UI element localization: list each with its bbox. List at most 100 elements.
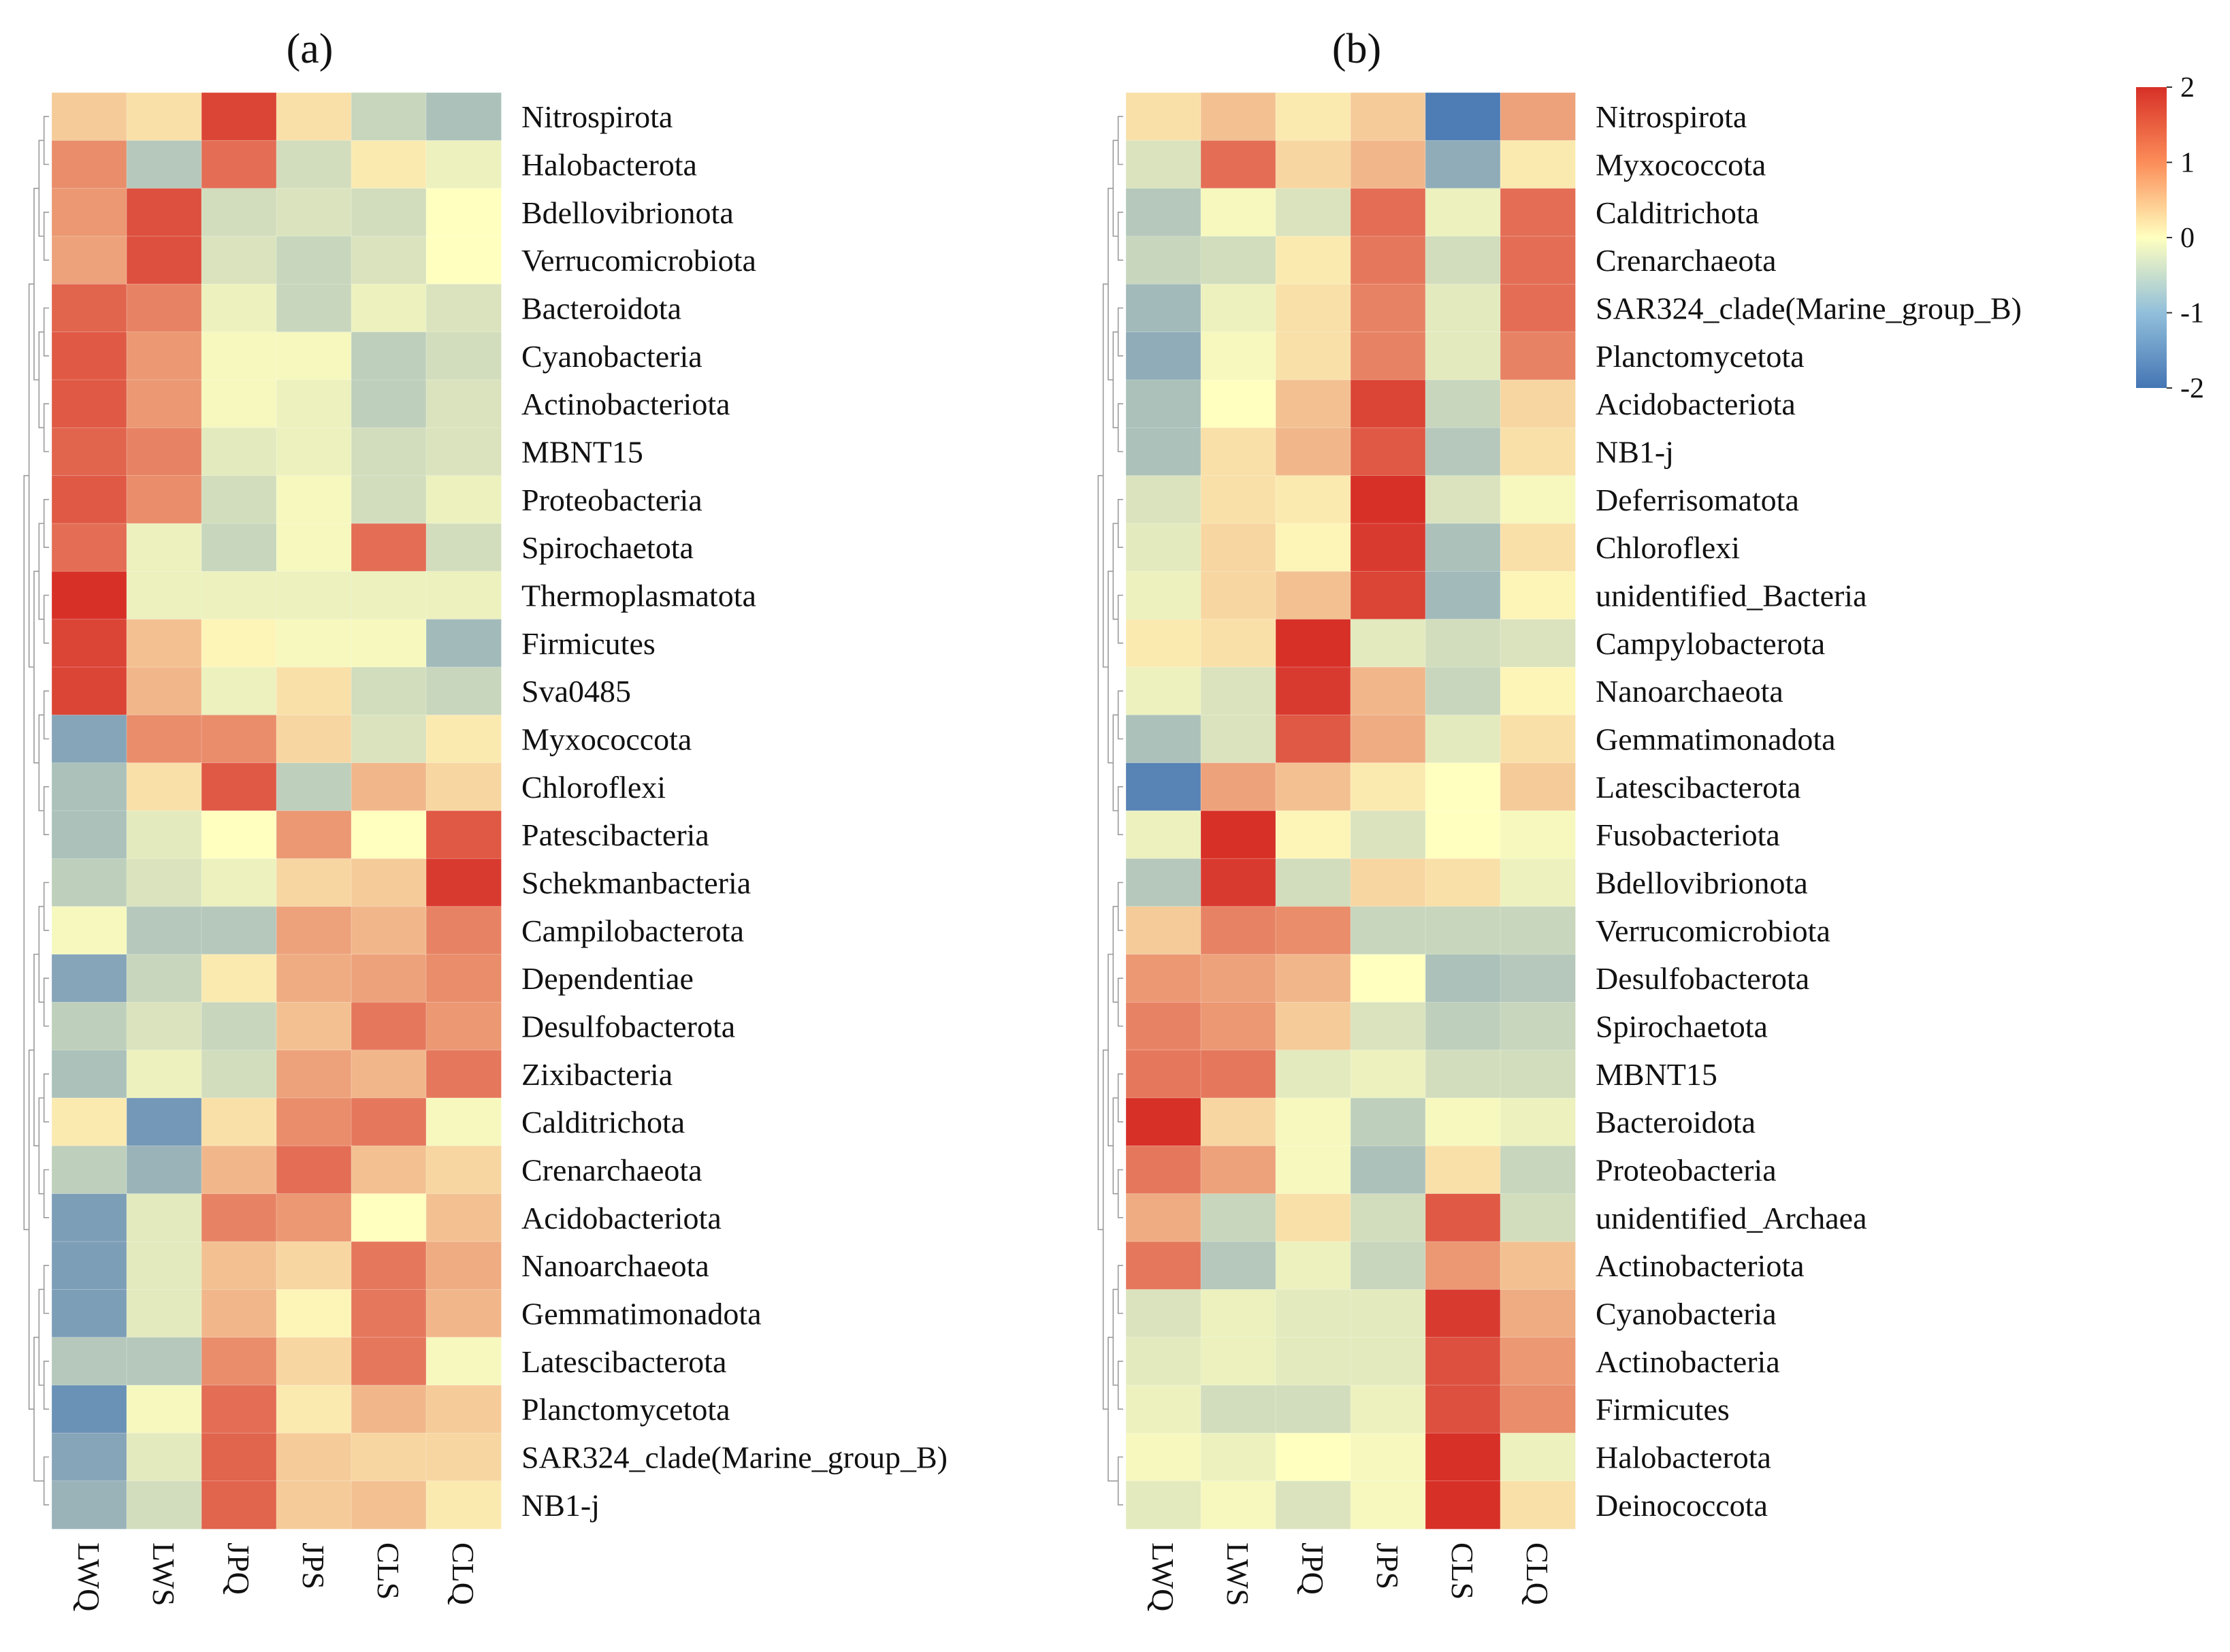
row-label: Verrucomicrobiota <box>1596 913 1830 948</box>
heatmap-cell <box>1200 714 1276 764</box>
heatmap-cell <box>201 1384 277 1434</box>
heatmap-cell <box>1200 1050 1276 1099</box>
heatmap-cell <box>276 92 352 142</box>
heatmap-cell <box>126 331 202 380</box>
heatmap-cell <box>1425 1289 1501 1338</box>
heatmap-cell <box>1200 1001 1276 1051</box>
row-label: SAR324_clade(Marine_group_B) <box>521 1440 948 1475</box>
heatmap-cell <box>1125 858 1201 907</box>
heatmap-cell <box>276 1384 352 1434</box>
dendrogram-branch <box>1102 283 1108 668</box>
heatmap-cell <box>276 810 352 860</box>
heatmap-cell <box>425 954 502 1003</box>
heatmap-cell <box>201 666 277 716</box>
heatmap-cell <box>51 140 127 189</box>
heatmap-cell <box>51 666 127 716</box>
row-label: Latescibacterota <box>1596 770 1800 805</box>
heatmap-cell <box>351 1241 427 1291</box>
heatmap-cell <box>126 1001 202 1051</box>
heatmap-cell <box>126 379 202 429</box>
heatmap-cell <box>1125 570 1201 620</box>
dendrogram-branch <box>33 570 39 764</box>
heatmap-cell <box>201 1241 277 1291</box>
heatmap-cell <box>1500 906 1576 955</box>
heatmap-cell <box>351 1432 427 1482</box>
heatmap-cell <box>425 858 502 907</box>
heatmap-cell <box>201 1001 277 1051</box>
dendrogram-branch <box>1117 307 1123 357</box>
heatmap-cell <box>126 1289 202 1338</box>
row-label: Bdellovibrionota <box>1596 866 1808 901</box>
heatmap-cell <box>1200 762 1276 811</box>
heatmap-cell <box>1350 619 1426 668</box>
heatmap-cell <box>1125 954 1201 1003</box>
heatmap-cell <box>51 1241 127 1291</box>
row-label: Proteobacteria <box>521 483 702 517</box>
heatmap-cell <box>201 1145 277 1195</box>
row-label: Actinobacteriota <box>521 387 730 421</box>
heatmap-cell <box>201 188 277 237</box>
heatmap-cell <box>1350 954 1426 1003</box>
heatmap-cell <box>1500 1001 1576 1051</box>
heatmap-cell <box>51 1432 127 1482</box>
heatmap-cell <box>1500 236 1576 285</box>
heatmap-panel-a: (a) Nitrospirota Halobacterota Bdellovibri… <box>23 26 948 1611</box>
heatmap-cell <box>1275 1384 1351 1434</box>
heatmap-cell <box>126 714 202 764</box>
row-label: Bacteroidota <box>521 291 681 326</box>
dendrogram-branch <box>1117 116 1123 165</box>
heatmap-cell <box>276 906 352 955</box>
heatmap-cell <box>1350 427 1426 476</box>
heatmap-cell <box>1200 570 1276 620</box>
dendrogram-branch <box>28 1049 34 1410</box>
heatmap-cell <box>51 570 127 620</box>
column-labels-a: LWQ LWS JPQ JPS CLS CLQ <box>71 1542 481 1611</box>
heatmap-cell <box>1200 331 1276 380</box>
row-label: Spirochaetota <box>521 530 694 565</box>
heatmap-cell <box>1350 906 1426 955</box>
row-label: SAR324_clade(Marine_group_B) <box>1596 291 2022 326</box>
heatmap-cell <box>1125 379 1201 429</box>
heatmap-cell <box>51 1050 127 1099</box>
heatmap-cell <box>1125 475 1201 524</box>
heatmap-cell <box>1500 427 1576 476</box>
heatmap-cell <box>1275 331 1351 380</box>
heatmap-cell <box>351 140 427 189</box>
heatmap-cell <box>1200 379 1276 429</box>
heatmap-cell <box>1275 92 1351 142</box>
row-label: Myxococcota <box>1596 148 1766 182</box>
heatmap-cell <box>1125 331 1201 380</box>
heatmap-cell <box>201 1337 277 1386</box>
row-label: Crenarchaeota <box>521 1153 702 1188</box>
heatmap-cell <box>126 283 202 333</box>
heatmap-cell <box>351 92 427 142</box>
dendrogram-branch <box>1112 1289 1118 1386</box>
heatmap-cell <box>1500 1097 1576 1147</box>
row-label: Calditrichota <box>1596 195 1759 230</box>
dendrogram-branch <box>43 212 49 261</box>
row-label: Campilobacterota <box>521 913 744 948</box>
row-label: Thermoplasmatota <box>521 579 756 613</box>
heatmap-cell <box>1125 427 1201 476</box>
heatmap-cell <box>351 475 427 524</box>
heatmap-cell <box>1275 379 1351 429</box>
heatmap-cell <box>1275 858 1351 907</box>
heatmap-cell <box>1350 92 1426 142</box>
heatmap-cell <box>1200 1289 1276 1338</box>
heatmap-cell <box>1350 1432 1426 1482</box>
heatmap-cell <box>1350 1193 1426 1242</box>
row-labels-a: Nitrospirota Halobacterota Bdellovibrionot… <box>521 99 948 1523</box>
row-dendrogram-b <box>1097 116 1123 1506</box>
dendrogram-branch <box>1117 690 1123 740</box>
heatmap-cell <box>425 619 502 668</box>
heatmap-cell <box>126 1480 202 1529</box>
heatmap-cell <box>51 1384 127 1434</box>
heatmap-cell <box>1500 954 1576 1003</box>
heatmap-cell <box>201 427 277 476</box>
heatmap-cell <box>276 523 352 572</box>
heatmap-cell <box>1275 954 1351 1003</box>
heatmap-cell <box>1500 379 1576 429</box>
heatmap-cell <box>1125 1337 1201 1386</box>
column-label: JPQ <box>1295 1542 1330 1595</box>
heatmap-cell <box>1200 1337 1276 1386</box>
